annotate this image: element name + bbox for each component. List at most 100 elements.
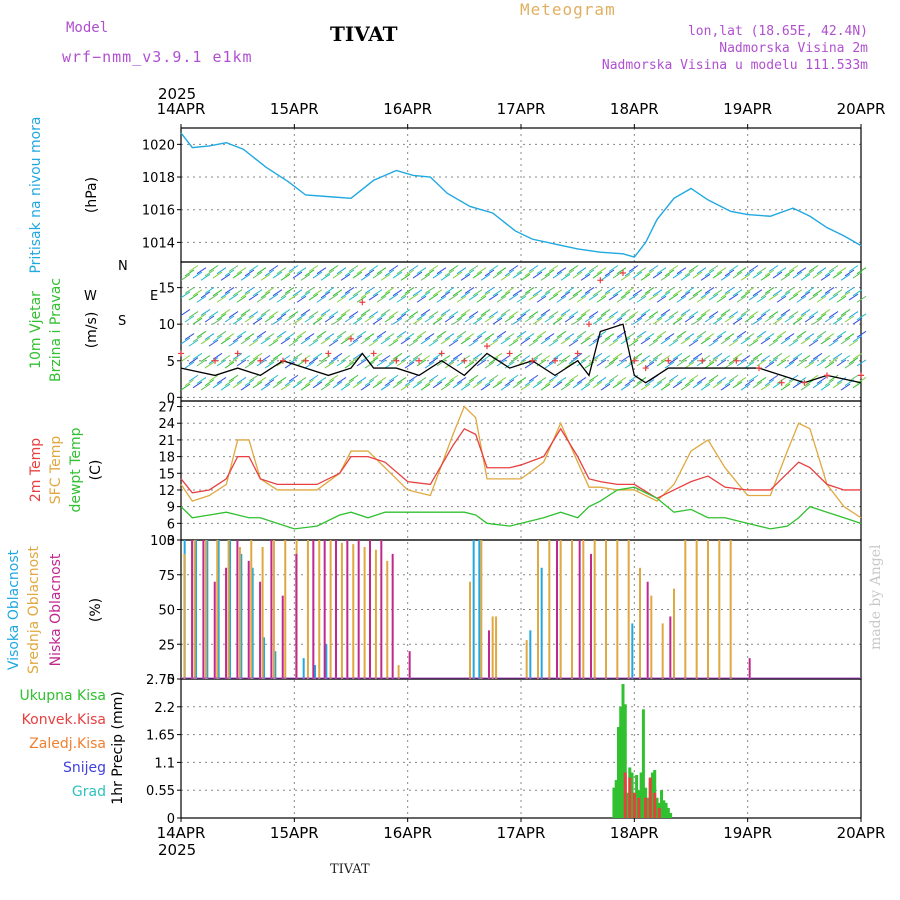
bottom-date-label: 20APR: [837, 824, 886, 842]
wind-barb: [652, 317, 663, 325]
wind-barb: [652, 271, 663, 279]
wind-barb: [320, 337, 331, 345]
wind-barb: [272, 289, 283, 297]
wind-gust-marker: [756, 365, 762, 372]
wind-barb: [268, 339, 279, 347]
wind-barb: [740, 273, 751, 281]
y-tick-label: 10: [158, 318, 175, 333]
wind-barb: [508, 339, 519, 347]
wind-gust-marker: [359, 299, 366, 306]
wind-barb: [744, 333, 755, 340]
wind-barb: [508, 293, 519, 301]
wind-barb: [228, 339, 239, 347]
wind-barb: [584, 287, 595, 294]
wind-barb: [676, 313, 687, 321]
wind-barb: [632, 289, 643, 297]
wind-barb: [288, 265, 299, 272]
y-tick-label: 25: [158, 638, 175, 653]
wind-gust-marker: [484, 343, 490, 350]
wind-barb: [496, 295, 507, 303]
wind-barb: [496, 377, 507, 384]
wind-barb: [452, 271, 463, 279]
cloud-axis-label-low: Niska Oblacnost: [48, 553, 64, 666]
wind-barb: [756, 359, 767, 367]
wind-gust-marker: [438, 350, 445, 357]
wind-barb: [472, 317, 483, 325]
wind-barb: [596, 295, 607, 303]
wind-barb: [440, 273, 451, 281]
wind-barb: [756, 377, 767, 384]
wind-barb: [380, 337, 391, 345]
wind-barb: [280, 291, 291, 299]
wind-barb: [820, 355, 831, 362]
wind-barb: [536, 313, 547, 321]
wind-barb: [828, 339, 839, 347]
wind-barb: [760, 383, 771, 391]
wind-barb: [420, 337, 431, 345]
wind-barb: [328, 293, 339, 301]
wind-barb: [596, 313, 607, 321]
wind-barb: [760, 273, 771, 281]
wind-barb: [788, 339, 799, 347]
wind-barb: [400, 355, 411, 362]
wind-barb: [692, 335, 703, 343]
wind-barb: [532, 317, 543, 325]
wind-barb: [660, 273, 671, 281]
total-precip-bar: [619, 706, 623, 818]
wind-barb: [556, 313, 567, 321]
y-tick-label: 18: [158, 451, 175, 466]
wind-barb: [568, 357, 579, 365]
wind-barb: [840, 291, 851, 299]
wind-barb: [432, 317, 443, 325]
wind-barb: [512, 289, 523, 297]
compass-w: W: [84, 289, 97, 304]
wind-barb: [356, 295, 367, 303]
wind-barb: [184, 361, 195, 369]
wind-barb: [480, 308, 491, 316]
wind-barb: [736, 359, 747, 367]
wind-barb: [548, 311, 559, 319]
wind-barb: [200, 291, 211, 299]
wind-barb: [532, 271, 543, 279]
wind-barb: [252, 352, 263, 360]
wind-barb: [412, 289, 423, 297]
temp-axis-label-sfc: SFC Temp: [48, 436, 64, 505]
wind-barb: [592, 289, 603, 297]
wind-barb: [496, 267, 507, 275]
wind-barb: [232, 271, 243, 279]
wind-barb: [244, 315, 255, 323]
wind-barb: [708, 357, 719, 365]
wind-barb: [436, 377, 447, 384]
wind-barb: [264, 361, 275, 369]
wind-barb: [720, 308, 731, 316]
wind-barb: [812, 352, 823, 360]
wind-barb: [656, 377, 667, 384]
wind-barb: [784, 315, 795, 323]
conv-precip-bar: [632, 792, 636, 818]
wind-barb: [328, 357, 339, 365]
wind-barb: [424, 315, 435, 323]
wind-barb: [644, 379, 655, 387]
wind-barb: [404, 333, 415, 340]
wind-barb: [464, 269, 475, 277]
wind-barb: [188, 374, 199, 382]
wind-barb: [472, 352, 483, 360]
wind-barb: [500, 337, 511, 345]
wind-gust-marker: [858, 372, 864, 379]
wind-barb: [816, 313, 827, 321]
wind-barb: [656, 295, 667, 303]
wind-barb: [832, 289, 843, 297]
wind-barb: [792, 352, 803, 360]
wind-barb: [552, 317, 563, 325]
wind-barb: [804, 287, 815, 294]
wind-gust-marker: [212, 357, 218, 364]
total-precip-bar: [660, 790, 664, 818]
wind-barb: [620, 273, 631, 281]
y-tick-label: 2.75: [146, 673, 175, 688]
wind-barb: [684, 269, 695, 277]
wind-barb: [240, 291, 251, 299]
wind-barb: [272, 271, 283, 279]
wind-barb: [672, 352, 683, 360]
wind-barb: [676, 377, 687, 384]
wind-barb: [852, 317, 863, 325]
